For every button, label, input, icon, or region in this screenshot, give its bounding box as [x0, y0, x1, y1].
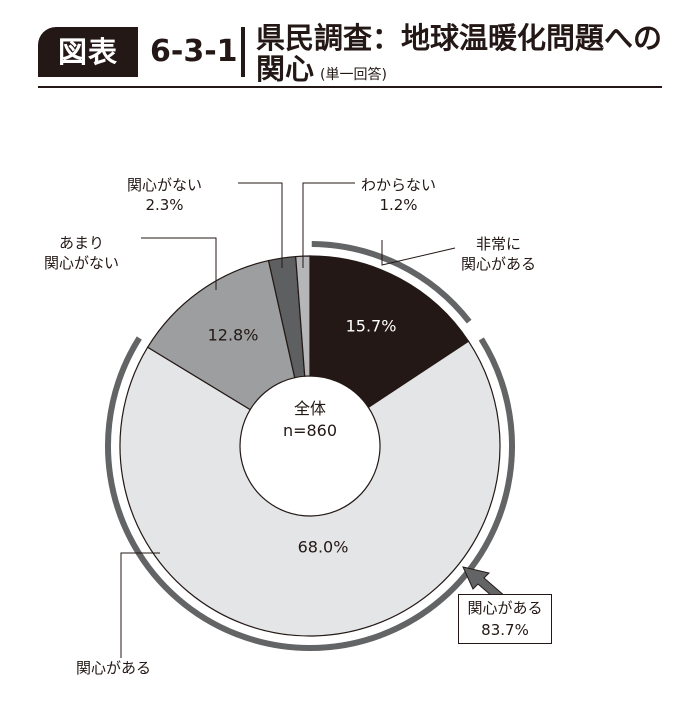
header-rule [38, 86, 662, 88]
slice-very-concerned [309, 255, 470, 409]
leader-lines [120, 182, 456, 658]
donut-slices [119, 255, 501, 637]
outer-arc-very-concerned [311, 241, 472, 324]
label-not-concerned-line2: 2.3% [145, 196, 184, 214]
label-concerned-line1: 関心がある [76, 659, 152, 677]
label-not-concerned: 関心がない 2.3% [127, 175, 202, 215]
label-very-concerned-line1: 非常に [476, 235, 522, 253]
center-label-total: 全体 [293, 399, 326, 418]
label-dont-know: わからない 1.2% [361, 175, 436, 215]
label-very-concerned: 非常に 関心がある [461, 234, 536, 274]
slice-value-concerned: 68.0% [297, 537, 349, 557]
total-concerned-value: 83.7% [481, 621, 529, 639]
slice-value-not-very-concerned: 12.8% [207, 325, 259, 345]
figure-number: 6-3-1 [150, 34, 238, 69]
figure-badge: 図表 [38, 27, 138, 77]
center-label-n: n=860 [282, 421, 338, 440]
label-concerned: 関心がある [76, 658, 151, 678]
total-concerned-box: 関心がある 83.7% [458, 594, 552, 644]
chart-title-line1: 県民調査：地球温暖化問題への [256, 21, 663, 55]
label-not-very-concerned: あまり 関心がない [44, 233, 119, 273]
slice-value-very-concerned: 15.7% [345, 316, 397, 336]
outer-highlight-arcs [105, 241, 515, 651]
label-not-concerned-line1: 関心がない [127, 176, 203, 194]
label-not-very-concerned-line1: あまり [59, 234, 105, 252]
leader-concerned [120, 552, 160, 658]
slice-not-very-concerned [146, 259, 296, 411]
label-dont-know-line1: わからない [361, 176, 437, 194]
label-dont-know-line2: 1.2% [379, 196, 418, 214]
label-very-concerned-line2: 関心がある [461, 255, 537, 273]
slice-concerned [119, 340, 501, 637]
slice-dont-know [295, 255, 311, 377]
leader-not-concerned [238, 182, 283, 268]
chart-title-line2: 関心 (単一回答) [256, 52, 387, 92]
chart-title-line2-text: 関心 [256, 52, 315, 86]
outer-arc-concerned [105, 336, 515, 651]
leader-not-very-concerned [141, 237, 217, 290]
center-label: 全体 n=860 [275, 398, 345, 442]
leader-dont-know [302, 182, 355, 268]
total-concerned-label: 関心がある [467, 599, 543, 617]
title-divider [241, 27, 245, 77]
answer-type-note: (単一回答) [320, 67, 387, 83]
label-not-very-concerned-line2: 関心がない [44, 254, 120, 272]
figure-header: 図表 6-3-1 県民調査：地球温暖化問題への 関心 (単一回答) [0, 0, 700, 90]
leader-very-concerned [381, 240, 456, 266]
